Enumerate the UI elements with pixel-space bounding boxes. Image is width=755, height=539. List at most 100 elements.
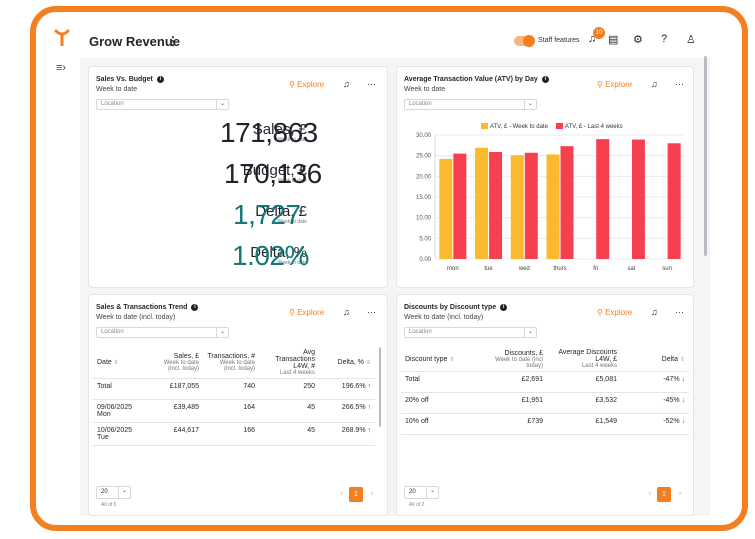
- page-scrollbar[interactable]: [704, 56, 707, 256]
- bar-last-4-weeks: [524, 152, 538, 259]
- page-number-button[interactable]: 1: [657, 487, 671, 502]
- next-page-icon[interactable]: ›: [371, 491, 373, 497]
- table-scrollbar[interactable]: [379, 347, 381, 427]
- column-header[interactable]: Date ⇕: [93, 347, 151, 379]
- more-icon[interactable]: ···: [367, 307, 376, 317]
- y-tick-label: 20.00: [416, 174, 432, 180]
- table-row: Total £2,691 £5,081 -47% ↓: [401, 371, 689, 393]
- bar-week-to-date: [475, 147, 489, 259]
- delta-value: 266.5%: [341, 404, 366, 411]
- bell-icon[interactable]: ♫: [651, 307, 658, 317]
- cell-transactions: 164: [203, 399, 259, 423]
- brand-logo-icon: [54, 29, 70, 46]
- kpi-value: 1,727: [233, 199, 301, 230]
- more-icon[interactable]: ···: [367, 79, 376, 89]
- y-tick-label: 5.00: [419, 236, 431, 242]
- page-title: Grow Revenue: [89, 34, 181, 49]
- arrow-down-icon: ↓: [681, 418, 686, 425]
- more-icon[interactable]: ···: [675, 307, 684, 317]
- cell-discount-type: Total: [401, 371, 477, 393]
- column-header[interactable]: Discount type ⇕: [401, 347, 477, 372]
- delta-value: 268.9%: [341, 427, 366, 434]
- date-text: 09/06/2025: [97, 404, 133, 411]
- column-header[interactable]: Avg Transactions L4W, # Last 4 weeks: [259, 347, 319, 379]
- bell-icon[interactable]: ♫: [651, 79, 658, 89]
- explore-button[interactable]: ⚲ Explore: [597, 80, 633, 89]
- arrow-up-icon: ↑: [367, 383, 372, 390]
- user-icon[interactable]: ♙: [686, 34, 696, 46]
- page-number-button[interactable]: 1: [349, 487, 363, 502]
- prev-page-icon[interactable]: ‹: [649, 491, 651, 497]
- cell-avg-discounts: £3,532: [547, 392, 621, 414]
- info-icon[interactable]: i: [191, 304, 199, 311]
- prev-page-icon[interactable]: ‹: [341, 491, 343, 497]
- gear-icon[interactable]: ⚙: [633, 34, 643, 46]
- sort-icon[interactable]: ⇕: [449, 356, 455, 363]
- column-header[interactable]: Transactions, # Week to date (incl. today…: [203, 347, 259, 379]
- sort-icon[interactable]: ⇕: [113, 360, 119, 366]
- header-label: Avg Transactions L4W, #: [275, 349, 315, 370]
- kpi-label: Sales, £: [252, 121, 307, 138]
- bar-week-to-date: [510, 155, 524, 259]
- column-header[interactable]: Sales, £ Week to date (incl. today): [151, 347, 203, 379]
- page-size-select[interactable]: 20 ⌄: [96, 486, 131, 499]
- bar-week-to-date: [546, 154, 560, 259]
- info-icon[interactable]: i: [541, 76, 549, 83]
- document-icon[interactable]: ▤: [608, 34, 619, 46]
- card-title: Sales & Transactions Trend: [96, 304, 188, 311]
- chevron-down-icon: ⌄: [524, 328, 536, 337]
- cell-avg-discounts: £5,081: [547, 371, 621, 393]
- app-content: Grow Revenue ⋮ Staff features ♫ 10 ▤ ⚙ ?…: [80, 22, 710, 516]
- more-icon[interactable]: ···: [675, 79, 684, 89]
- location-select[interactable]: Location ⌄: [96, 327, 229, 338]
- sort-icon[interactable]: ⇕: [365, 360, 371, 366]
- sort-icon[interactable]: ⇕: [679, 356, 685, 363]
- header-label: Sales, £: [173, 353, 199, 360]
- cell-delta: 266.5% ↑: [319, 399, 375, 423]
- next-page-icon[interactable]: ›: [679, 491, 681, 497]
- bell-icon[interactable]: ♫: [343, 79, 350, 89]
- chevron-down-icon: ⌄: [216, 328, 228, 337]
- cell-delta: -52% ↓: [621, 413, 689, 435]
- cell-date: Total: [93, 378, 151, 400]
- location-select[interactable]: Location ⌄: [96, 99, 229, 110]
- legend-label: ATV, £ - Week to date: [490, 124, 548, 130]
- table-row: 10/06/2025 Tue £44,617 166 45 268.9% ↑: [93, 422, 375, 446]
- location-select[interactable]: Location ⌄: [404, 327, 537, 338]
- kpi-budget: Budget, £ Week to date: [243, 162, 307, 184]
- help-icon[interactable]: ?: [661, 33, 668, 45]
- card-title-wrap: Sales & Transactions Trend i: [96, 304, 199, 311]
- y-tick-label: 15.00: [416, 195, 432, 201]
- column-header[interactable]: Delta ⇕: [621, 347, 689, 372]
- chevron-down-icon: ⌄: [118, 487, 130, 498]
- page-menu-button[interactable]: ⋮: [167, 34, 179, 48]
- info-icon[interactable]: i: [156, 76, 164, 83]
- column-header[interactable]: Discounts, £ Week to date (incl today): [477, 347, 547, 372]
- header-label: Delta: [661, 355, 679, 363]
- kpi-sales: Sales, £ Week to date: [253, 121, 307, 143]
- page-size-select[interactable]: 20 ⌄: [404, 486, 439, 499]
- kpi-label: Budget, £: [242, 162, 307, 179]
- arrow-down-icon: ↓: [681, 376, 686, 383]
- explore-button[interactable]: ⚲ Explore: [289, 308, 325, 317]
- column-header[interactable]: Average Discounts L4W, £ Last 4 weeks: [547, 347, 621, 372]
- kpi-label: Delta, £: [255, 203, 307, 220]
- bar-last-4-weeks: [631, 139, 645, 259]
- table-header-row: Date ⇕ Sales, £ Week to date (incl. today…: [93, 347, 375, 379]
- explore-button[interactable]: ⚲ Explore: [289, 80, 325, 89]
- info-icon[interactable]: i: [500, 304, 508, 311]
- kpi-delta-percent: Delta, % Week to date: [250, 244, 307, 266]
- staff-features-label: Staff features: [538, 37, 580, 44]
- expand-sidebar-icon[interactable]: ≡›: [56, 62, 67, 74]
- bell-icon[interactable]: ♫: [343, 307, 350, 317]
- atv-by-day-card: Average Transaction Value (ATV) by Day i …: [396, 66, 694, 288]
- y-tick-label: 10.00: [416, 216, 432, 222]
- card-title-wrap: Discounts by Discount type i: [404, 304, 508, 311]
- cell-delta: -47% ↓: [621, 371, 689, 393]
- location-select[interactable]: Location ⌄: [404, 99, 537, 110]
- notifications-bell-icon[interactable]: ♫: [588, 33, 597, 45]
- cell-sales: £39,485: [151, 399, 203, 423]
- column-header[interactable]: Delta, % ⇕: [319, 347, 375, 379]
- staff-features-toggle[interactable]: [514, 35, 535, 47]
- explore-button[interactable]: ⚲ Explore: [597, 308, 633, 317]
